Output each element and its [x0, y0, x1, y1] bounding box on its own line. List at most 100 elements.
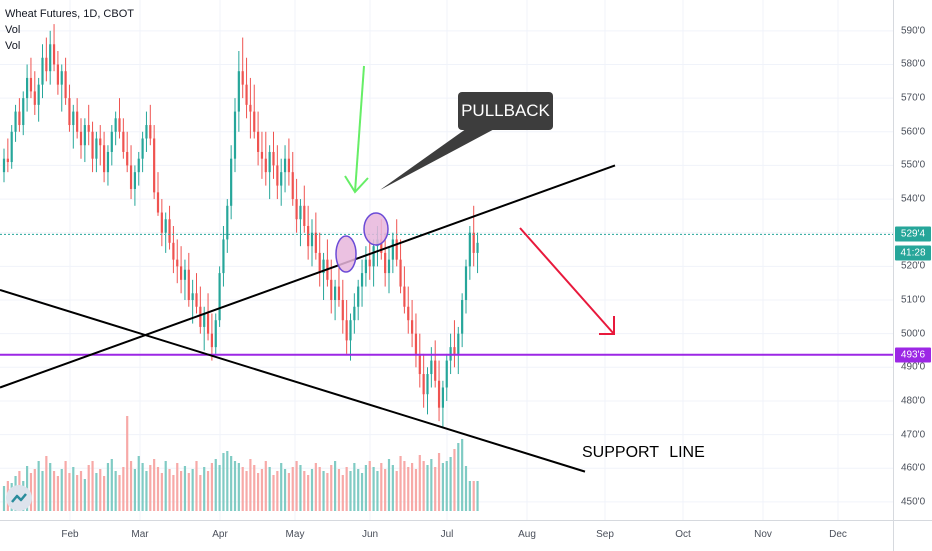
time-tick-label: Jun: [361, 529, 379, 540]
volume-bar: [257, 473, 260, 511]
price-tick-label: 520'0: [901, 260, 926, 272]
candle: [187, 252, 190, 307]
candle: [83, 118, 86, 163]
volume-bar: [376, 471, 379, 511]
rising-trendline[interactable]: [0, 164, 616, 389]
candle-body: [126, 151, 129, 166]
candle: [72, 104, 75, 149]
candle-body: [2, 158, 6, 173]
time-axis[interactable]: Feb Mar Apr May Jun Jul Aug Sep Oct Nov Dec: [0, 520, 893, 551]
volume-bar: [441, 463, 444, 511]
candle-body: [168, 219, 171, 243]
pullback-ellipse-left[interactable]: [335, 235, 357, 273]
candle: [233, 98, 237, 173]
candle: [437, 360, 441, 422]
candle-body: [95, 138, 98, 159]
candle-body: [129, 165, 133, 189]
candle-body: [56, 64, 59, 85]
support-price-tag: 493'6: [895, 347, 931, 363]
candle: [176, 239, 179, 284]
candle: [280, 158, 283, 206]
candle-body: [103, 145, 106, 173]
candle-body: [445, 360, 448, 388]
volume-bar: [183, 466, 187, 511]
candle: [322, 252, 325, 301]
volume-bar: [349, 471, 352, 511]
candle: [303, 185, 306, 233]
candle: [268, 145, 271, 200]
candle: [79, 118, 83, 159]
red-arrow-icon[interactable]: [519, 227, 615, 335]
candle-body: [461, 300, 464, 334]
volume-bar: [176, 463, 179, 511]
price-tick-label: 450'0: [901, 496, 926, 508]
time-tick-label: Oct: [675, 529, 691, 540]
time-tick-label: Aug: [518, 529, 536, 540]
candle-body: [72, 111, 75, 126]
candle: [206, 293, 210, 341]
candle-body: [145, 125, 148, 139]
candle: [230, 145, 233, 220]
volume-bar: [91, 461, 94, 511]
candle: [222, 225, 225, 287]
candle: [245, 57, 248, 119]
support-line-label[interactable]: SUPPORT LINE: [582, 444, 705, 461]
green-arrow-icon[interactable]: [344, 65, 369, 194]
volume-bar: [160, 473, 163, 511]
candle-body: [226, 205, 229, 240]
volume-bar: [95, 473, 98, 511]
candle: [272, 131, 275, 179]
candle: [64, 57, 67, 105]
price-chart[interactable]: [0, 0, 893, 520]
candle-body: [122, 131, 125, 152]
candle-body: [137, 158, 140, 173]
volume-bar: [310, 469, 314, 511]
volume-bar: [457, 443, 460, 511]
price-axis[interactable]: 590'0580'0570'0560'0550'0540'0530'0520'0…: [893, 0, 932, 520]
candle: [476, 232, 479, 274]
candle-body: [280, 172, 283, 186]
candle: [37, 77, 40, 122]
volume-bar: [49, 463, 52, 511]
axis-corner: [893, 520, 932, 551]
volume-bar: [453, 449, 456, 511]
pullback-callout[interactable]: PULLBACK: [458, 92, 553, 130]
volume-bar: [380, 463, 383, 511]
volume-bar: [357, 469, 360, 511]
volume-bar: [118, 475, 121, 511]
volume-bar: [110, 459, 113, 511]
volume-legend-2[interactable]: Vol: [5, 40, 21, 52]
tradingview-logo-icon[interactable]: [6, 485, 32, 511]
candle-body: [180, 266, 183, 280]
candle-body: [314, 232, 317, 253]
candle-body: [6, 158, 9, 163]
candle: [218, 266, 221, 327]
volume-bar: [318, 467, 321, 511]
price-tick-label: 590'0: [901, 25, 926, 37]
falling-trendline[interactable]: [0, 288, 586, 473]
candle: [110, 125, 113, 166]
candle-body: [341, 300, 344, 321]
candle-body: [434, 360, 437, 381]
volume-bar: [360, 473, 364, 511]
pullback-ellipse-right[interactable]: [363, 212, 389, 246]
candle: [318, 232, 321, 287]
candle-body: [272, 151, 275, 166]
candle-body: [99, 138, 102, 146]
volume-bar: [41, 471, 44, 511]
volume-bar: [337, 469, 341, 511]
candle: [183, 259, 187, 301]
volume-bar: [299, 465, 302, 511]
volume-legend-1[interactable]: Vol: [5, 24, 21, 36]
candle: [156, 172, 160, 216]
volume-bar: [145, 471, 148, 511]
candle-body: [133, 172, 136, 189]
candle-body: [360, 273, 364, 287]
symbol-title[interactable]: Wheat Futures, 1D, CBOT: [5, 8, 134, 20]
volume-bar: [303, 471, 306, 511]
candle: [226, 199, 229, 253]
candle-body: [399, 259, 402, 287]
candle-body: [33, 91, 36, 105]
candle: [241, 37, 244, 99]
volume-bar: [260, 469, 264, 511]
